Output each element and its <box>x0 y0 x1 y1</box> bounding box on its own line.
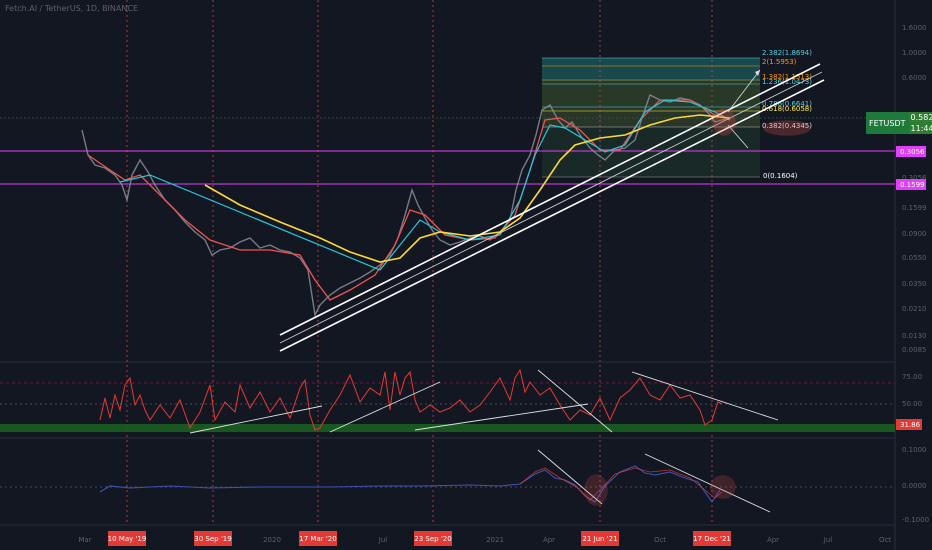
date-badge <box>581 531 619 546</box>
osc-tick-label: 0.0000 <box>902 482 927 490</box>
fib-label: 2(1.5953) <box>762 58 797 66</box>
rsi-band <box>0 424 895 432</box>
date-badge <box>299 531 337 546</box>
time-tick-label: Oct <box>654 536 666 544</box>
time-tick-label: Mar <box>78 536 91 544</box>
date-badge <box>108 531 146 546</box>
rsi-value-tag <box>896 419 922 430</box>
time-tick-label: Apr <box>767 536 779 544</box>
date-badge-label: 30 Sep '19 <box>194 535 231 543</box>
level-tag-label: 0.1599 <box>900 181 925 189</box>
fib-labels: 2.382(1.8694)2(1.5953) 1.382(1.1513)1.236… <box>762 49 812 180</box>
date-badge <box>693 531 731 546</box>
up-arrow-head <box>755 70 760 76</box>
symbol-ticker: FETUSDT <box>866 112 909 134</box>
ma-teal <box>119 99 731 271</box>
date-badge-label: 21 Jun '21 <box>582 535 617 543</box>
date-badge-label: 17 Mar '20 <box>299 535 336 543</box>
osc-trendlines[interactable] <box>537 449 771 513</box>
date-badge <box>194 531 232 546</box>
rsi-value-label: 31.86 <box>900 421 921 429</box>
chart-header: Fetch.AI / TetherUS, 1D, BINANCE <box>5 4 138 13</box>
ma-yellow <box>204 114 731 263</box>
time-tick-label: Oct <box>879 536 891 544</box>
level-tag-label: 0.3056 <box>900 148 925 156</box>
price-tick-label: 0.3056 <box>902 174 927 182</box>
time-axis[interactable]: Mar 2020 Jul 2021 Apr Oct Apr Jul Oct 10 May '19 3… <box>78 531 891 546</box>
fib-label: 0.786(0.6641) <box>762 100 812 108</box>
level-tag <box>896 179 926 190</box>
rsi-tick-label: 75.00 <box>902 373 922 381</box>
ma-red <box>87 99 731 301</box>
osc-tick-label: -0.1000 <box>902 516 929 524</box>
last-price: 0.5829 <box>910 113 932 122</box>
rsi-line <box>99 368 723 431</box>
price-tick-label: 0.0900 <box>902 230 927 238</box>
price-tick-label: 0.0350 <box>902 280 927 288</box>
price-tick-label: 1.0000 <box>902 49 927 57</box>
time-tick-label: Jul <box>823 536 833 544</box>
date-badge-label: 23 Sep '20 <box>414 535 451 543</box>
rsi-scale: 75.00 50.00 31.86 <box>896 373 922 430</box>
time-tick-label: 2020 <box>263 536 281 544</box>
osc-ellipse-2[interactable] <box>710 475 736 499</box>
osc-tick-label: 0.1000 <box>902 446 927 454</box>
date-badge-label: 17 Dec '21 <box>693 535 731 543</box>
highlight-ellipse-price[interactable] <box>712 108 736 136</box>
time-tick-label: 2021 <box>486 536 504 544</box>
osc-ellipse-1[interactable] <box>584 474 608 506</box>
level-tag <box>896 146 926 157</box>
fib-label: 1.382(1.1513) <box>762 73 812 81</box>
price-scale[interactable]: 1.60001.00000.60000.30560.15990.09000.05… <box>896 24 927 354</box>
fib-extension-box[interactable] <box>542 57 760 178</box>
price-tick-label: 0.0550 <box>902 254 927 262</box>
fib-label: 0.382(0.4345) <box>762 122 812 130</box>
fib-label: 0.618(0.6058) <box>762 105 812 113</box>
date-badge <box>414 531 452 546</box>
up-arrow <box>727 69 761 113</box>
symbol-badge[interactable]: FETUSDT 0.5829 11:44:25 <box>866 112 932 134</box>
fib-label: 2.382(1.8694) <box>762 49 812 57</box>
price-tick-label: 0.0210 <box>902 305 927 313</box>
osc-line <box>99 465 721 503</box>
highlight-ellipse-fib[interactable] <box>763 120 811 136</box>
price-tick-label: 1.6000 <box>902 24 927 32</box>
down-arrow <box>727 124 749 149</box>
price-tick-label: 0.6000 <box>902 74 927 82</box>
price-countdown-block: 0.5829 11:44:25 <box>908 112 932 134</box>
rsi-tick-label: 50.00 <box>902 400 922 408</box>
rsi-trendlines[interactable] <box>189 369 779 434</box>
osc-scale: 0.1000 0.0000 -0.1000 <box>902 446 929 524</box>
fib-label: 1.236(1.0473) <box>762 78 812 86</box>
price-tick-label: 0.1599 <box>902 204 927 212</box>
osc-line-red <box>519 467 723 501</box>
time-tick-label: Jul <box>378 536 388 544</box>
price-tick-label: 0.0085 <box>902 346 927 354</box>
fib-label: 0(0.1604) <box>763 172 798 180</box>
date-badge-label: 10 May '19 <box>108 535 147 543</box>
price-series <box>81 94 729 318</box>
price-tick-label: 0.0130 <box>902 332 927 340</box>
time-tick-label: Apr <box>543 536 555 544</box>
bar-countdown: 11:44:25 <box>910 124 932 133</box>
